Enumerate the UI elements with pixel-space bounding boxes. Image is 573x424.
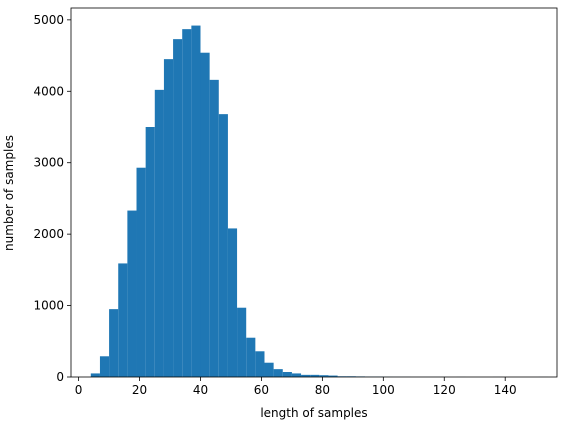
y-tick-label: 3000	[33, 156, 64, 170]
bar	[282, 372, 292, 377]
bar	[182, 29, 192, 378]
bar	[163, 59, 174, 378]
y-axis-label: number of samples	[2, 135, 16, 251]
bar	[200, 52, 210, 377]
plot-frame	[70, 7, 558, 378]
bar	[291, 373, 302, 377]
y-tick-label: 0	[56, 370, 64, 384]
bar	[264, 362, 274, 377]
bar	[191, 25, 201, 377]
bar	[154, 89, 164, 377]
bar	[99, 356, 110, 377]
x-tick-label: 120	[433, 383, 456, 397]
bar	[227, 228, 238, 377]
x-tick-label: 80	[315, 383, 330, 397]
bar	[145, 127, 155, 377]
bar	[173, 39, 183, 378]
x-tick-label: 60	[254, 383, 269, 397]
y-tick-label: 2000	[33, 227, 64, 241]
bar	[118, 263, 128, 377]
x-tick-label: 100	[372, 383, 395, 397]
bar	[209, 79, 219, 377]
x-tick-label: 40	[193, 383, 208, 397]
bar	[310, 374, 320, 377]
bar	[246, 337, 256, 377]
bar	[109, 309, 119, 377]
bar	[301, 374, 311, 377]
x-tick-label: 20	[132, 383, 147, 397]
bar	[237, 307, 247, 377]
bar	[90, 373, 100, 377]
bar	[319, 375, 329, 377]
y-tick-label: 5000	[33, 13, 64, 27]
bar	[218, 114, 228, 378]
x-tick-label: 0	[75, 383, 83, 397]
bar	[328, 375, 338, 377]
y-tick-label: 1000	[33, 299, 64, 313]
bar	[273, 369, 283, 377]
bar	[127, 210, 137, 377]
x-tick-label: 140	[494, 383, 517, 397]
bar	[136, 167, 146, 377]
bar	[255, 351, 265, 377]
x-axis-label: length of samples	[260, 406, 367, 420]
y-tick-label: 4000	[33, 84, 64, 98]
